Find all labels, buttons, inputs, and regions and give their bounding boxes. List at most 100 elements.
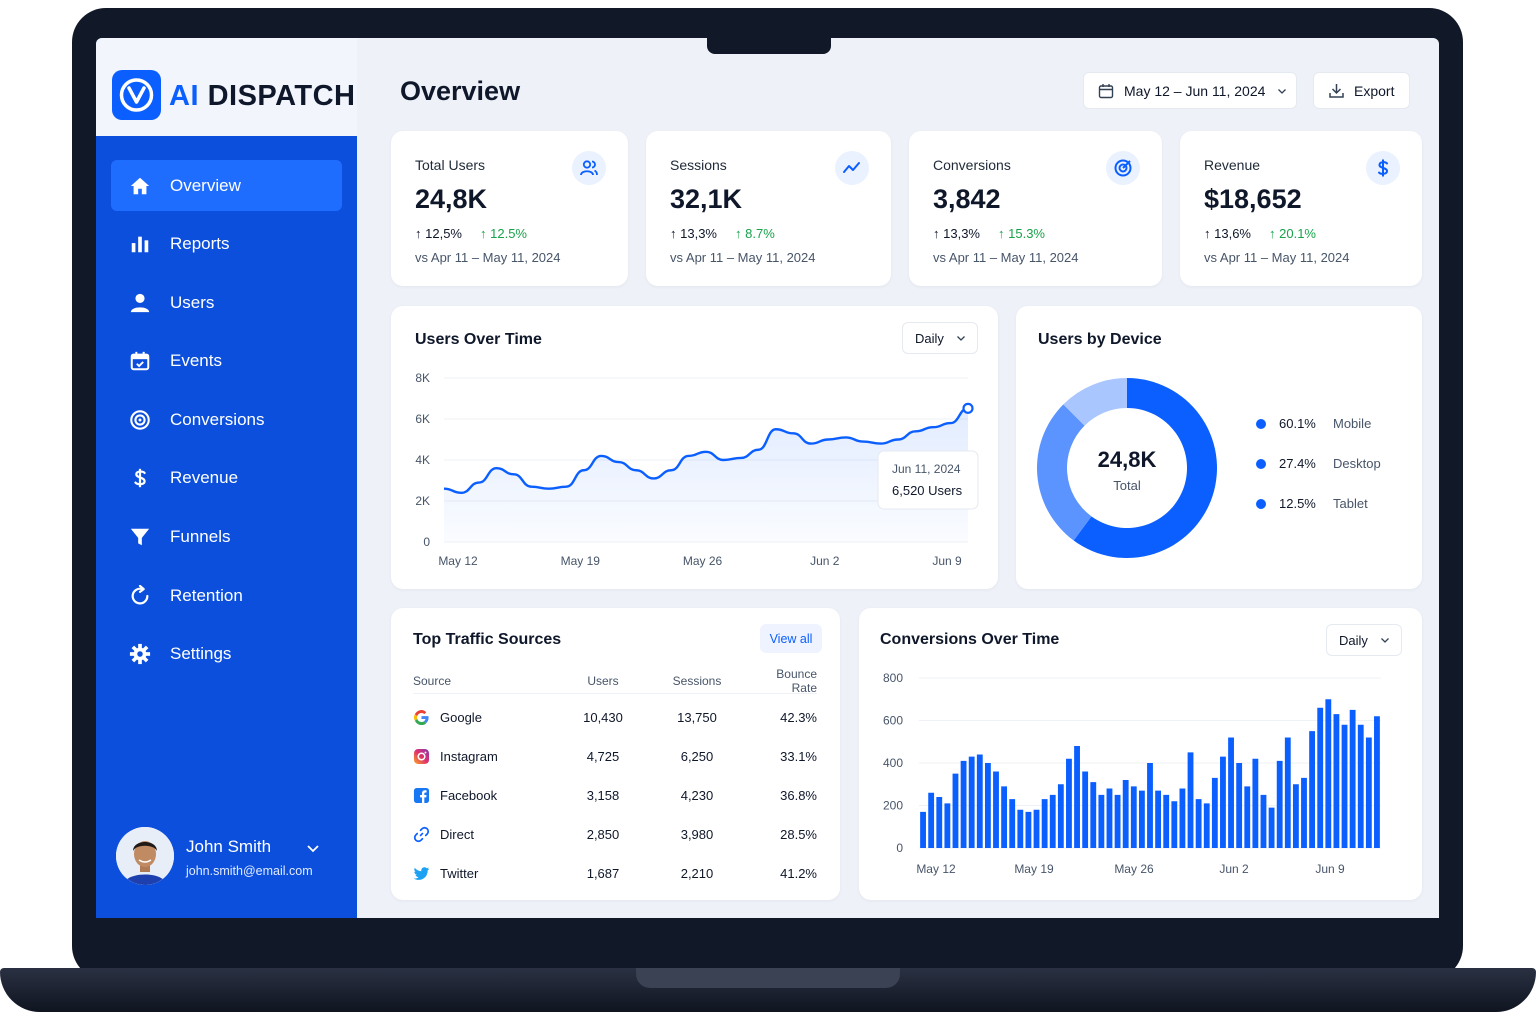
trend-icon bbox=[835, 151, 869, 185]
bar[interactable] bbox=[1041, 799, 1048, 848]
bar[interactable] bbox=[1195, 799, 1202, 848]
chevron-down-icon bbox=[1277, 86, 1287, 96]
sidebar-item-label: Conversions bbox=[170, 409, 265, 429]
chevron-down-icon bbox=[1380, 635, 1390, 645]
table-row[interactable]: Facebook 3,158 4,230 36.8% bbox=[413, 776, 817, 815]
y-tick-label: 4K bbox=[415, 453, 430, 467]
sessions-cell: 13,750 bbox=[677, 710, 717, 725]
bar[interactable] bbox=[1009, 799, 1016, 848]
sidebar-item-reports[interactable]: Reports bbox=[111, 219, 342, 270]
bar[interactable] bbox=[968, 756, 975, 848]
bar[interactable] bbox=[1203, 803, 1210, 848]
sidebar-item-users[interactable]: Users bbox=[111, 277, 342, 328]
bar[interactable] bbox=[1365, 737, 1372, 849]
bar[interactable] bbox=[1292, 784, 1299, 848]
bar[interactable] bbox=[1025, 811, 1032, 848]
bar[interactable] bbox=[1147, 763, 1153, 848]
period-select[interactable]: Daily bbox=[1326, 624, 1402, 656]
sidebar-item-label: Users bbox=[170, 292, 215, 312]
bar[interactable] bbox=[1066, 758, 1072, 848]
bar[interactable] bbox=[1179, 788, 1186, 849]
bar[interactable] bbox=[944, 803, 951, 848]
bar[interactable] bbox=[1017, 809, 1024, 848]
laptop-groove bbox=[636, 968, 900, 988]
donut-slice-tablet[interactable] bbox=[1063, 378, 1127, 426]
sidebar-item-conversions[interactable]: Conversions bbox=[111, 394, 342, 445]
bar[interactable] bbox=[1317, 707, 1324, 848]
bar[interactable] bbox=[1276, 760, 1283, 848]
donut-slice-mobile[interactable] bbox=[1073, 378, 1217, 558]
sidebar-item-funnels[interactable]: Funnels bbox=[111, 512, 342, 563]
chevron-down-icon[interactable] bbox=[306, 841, 320, 855]
bar[interactable] bbox=[928, 792, 935, 848]
bar[interactable] bbox=[920, 811, 926, 848]
bar[interactable] bbox=[1138, 790, 1145, 848]
logo-ai-text: AI bbox=[169, 80, 199, 112]
sessions-cell: 3,980 bbox=[680, 827, 714, 842]
dollar-icon bbox=[128, 466, 152, 490]
bar[interactable] bbox=[1114, 794, 1121, 848]
export-button[interactable]: Export bbox=[1313, 72, 1410, 109]
view-all-button[interactable]: View all bbox=[760, 624, 822, 653]
kpi-card-revenue: Revenue $18,652 ↑ 13,6% ↑ 20.1% vs Apr 11… bbox=[1180, 131, 1422, 286]
bar[interactable] bbox=[1057, 784, 1064, 848]
bar[interactable] bbox=[1325, 699, 1332, 848]
sidebar-item-events[interactable]: Events bbox=[111, 336, 342, 387]
bar[interactable] bbox=[1374, 716, 1380, 848]
bar[interactable] bbox=[1284, 737, 1291, 849]
bar[interactable] bbox=[1309, 731, 1316, 848]
table-row[interactable]: Direct 2,850 3,980 28.5% bbox=[413, 815, 817, 854]
period-select[interactable]: Daily bbox=[902, 322, 978, 354]
page-title: Overview bbox=[400, 76, 521, 106]
y-tick-label: 6K bbox=[415, 412, 430, 426]
bar[interactable] bbox=[1252, 758, 1259, 848]
sidebar-item-overview[interactable]: Overview bbox=[111, 160, 342, 211]
bar[interactable] bbox=[1268, 807, 1275, 848]
logo-text: AI DISPATCH bbox=[169, 80, 356, 113]
bar[interactable] bbox=[1244, 786, 1251, 848]
bar[interactable] bbox=[1130, 786, 1137, 848]
sidebar-item-revenue[interactable]: Revenue bbox=[111, 453, 342, 504]
legend-dot bbox=[1256, 458, 1266, 469]
bar[interactable] bbox=[976, 754, 983, 849]
bar[interactable] bbox=[1301, 777, 1307, 848]
bar[interactable] bbox=[1349, 709, 1356, 848]
bar[interactable] bbox=[1090, 782, 1097, 848]
bar[interactable] bbox=[1357, 724, 1364, 848]
sidebar-item-retention[interactable]: Retention bbox=[111, 570, 342, 621]
bar[interactable] bbox=[1228, 737, 1234, 849]
bar[interactable] bbox=[984, 763, 991, 848]
bar[interactable] bbox=[1001, 786, 1008, 848]
bar[interactable] bbox=[1049, 794, 1056, 848]
donut-slice-desktop[interactable] bbox=[1037, 404, 1092, 541]
bar[interactable] bbox=[1187, 752, 1194, 848]
bar[interactable] bbox=[1236, 763, 1243, 848]
table-row[interactable]: Instagram 4,725 6,250 33.1% bbox=[413, 737, 817, 776]
data-point[interactable] bbox=[962, 402, 974, 414]
bar[interactable] bbox=[1098, 794, 1105, 848]
bar[interactable] bbox=[1106, 788, 1113, 849]
export-label: Export bbox=[1354, 82, 1395, 99]
bar[interactable] bbox=[1155, 790, 1162, 848]
user-profile[interactable]: John Smith john.smith@email.com bbox=[116, 827, 341, 887]
bar[interactable] bbox=[960, 760, 967, 848]
bar[interactable] bbox=[1033, 809, 1040, 848]
bar[interactable] bbox=[1171, 801, 1178, 848]
bar[interactable] bbox=[952, 773, 959, 848]
bar[interactable] bbox=[993, 771, 999, 849]
table-row[interactable]: Twitter 1,687 2,210 41.2% bbox=[413, 854, 817, 893]
conversions-over-time-card: Conversions Over Time Daily 0 200 400 600 80… bbox=[859, 608, 1422, 900]
sidebar-item-settings[interactable]: Settings bbox=[111, 629, 342, 680]
bar[interactable] bbox=[1074, 746, 1080, 848]
bar[interactable] bbox=[1082, 771, 1089, 849]
table-row[interactable]: Google 10,430 13,750 42.3% bbox=[413, 698, 817, 737]
bar[interactable] bbox=[1333, 714, 1340, 848]
bar[interactable] bbox=[1163, 794, 1170, 848]
bar[interactable] bbox=[1341, 724, 1348, 848]
bar[interactable] bbox=[936, 797, 943, 848]
bar[interactable] bbox=[1260, 794, 1267, 848]
bar[interactable] bbox=[1122, 780, 1129, 848]
date-range-picker[interactable]: May 12 – Jun 11, 2024 bbox=[1083, 72, 1297, 109]
bar[interactable] bbox=[1211, 777, 1218, 848]
bar[interactable] bbox=[1220, 756, 1226, 848]
